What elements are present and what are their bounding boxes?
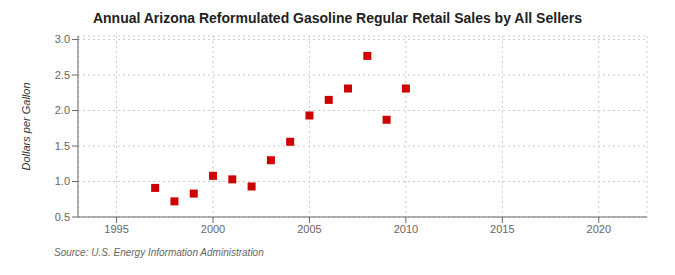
svg-text:2.5: 2.5 bbox=[55, 69, 70, 81]
html-text:Source: U.S. Energy Informatio: Source: U.S. Energy Information Administ… bbox=[54, 247, 264, 258]
svg-text:2010: 2010 bbox=[394, 223, 418, 235]
svg-text:2000: 2000 bbox=[201, 223, 225, 235]
svg-text:2015: 2015 bbox=[490, 223, 514, 235]
html-text:Annual Arizona Reformulated Ga: Annual Arizona Reformulated Gasoline Reg… bbox=[92, 10, 582, 26]
svg-text:1995: 1995 bbox=[104, 223, 128, 235]
svg-text:1.0: 1.0 bbox=[55, 175, 70, 187]
svg-text:0.5: 0.5 bbox=[55, 211, 70, 223]
svg-text:2020: 2020 bbox=[587, 223, 611, 235]
svg-text:Dollars per Gallon: Dollars per Gallon bbox=[20, 82, 32, 170]
svg-text:3.0: 3.0 bbox=[55, 33, 70, 45]
svg-text:1.5: 1.5 bbox=[55, 140, 70, 152]
svg-text:2.0: 2.0 bbox=[55, 104, 70, 116]
svg-text:2005: 2005 bbox=[297, 223, 321, 235]
